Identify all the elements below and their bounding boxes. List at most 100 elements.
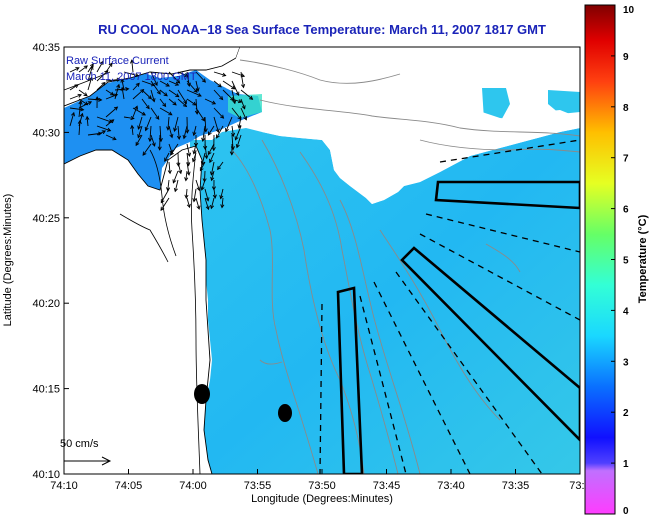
current-vector — [168, 71, 181, 84]
colorbar-ticks: 0 1 2 3 4 5 6 7 8 9 10 — [611, 4, 635, 517]
current-vector — [159, 80, 170, 87]
current-vector — [144, 116, 152, 132]
current-vector — [213, 71, 227, 77]
cloud-mask-top — [226, 47, 580, 108]
current-vector — [69, 107, 85, 112]
current-vector — [167, 161, 172, 175]
current-vector — [225, 116, 233, 133]
colorbar-tick-label: 5 — [623, 256, 629, 267]
current-vector — [168, 98, 177, 106]
x-tick-label: 73:40 — [437, 480, 465, 492]
current-vector — [191, 152, 197, 163]
current-vector — [123, 71, 140, 78]
land-new-jersey — [64, 145, 213, 474]
y-tick-label: 40:30 — [32, 127, 60, 139]
current-vector — [78, 89, 88, 97]
current-vector — [120, 78, 125, 91]
current-vector — [78, 100, 83, 118]
current-vector — [69, 111, 76, 127]
current-vector — [141, 89, 153, 100]
current-vector — [137, 125, 143, 139]
chart-title: RU COOL NOAA−18 Sea Surface Temperature:… — [98, 22, 546, 37]
current-vector — [204, 143, 209, 160]
current-vector — [150, 71, 158, 87]
sst-small-patch-3 — [548, 90, 580, 114]
current-vector — [192, 188, 197, 203]
current-vector — [77, 119, 82, 136]
current-vector — [105, 89, 115, 96]
radar-site-marker — [278, 404, 292, 422]
coastline-detail — [64, 71, 201, 474]
colorbar — [584, 4, 616, 515]
current-vector — [132, 105, 139, 118]
current-vector — [150, 107, 160, 120]
current-vector — [229, 143, 234, 156]
sst-field-north — [64, 70, 262, 190]
scale-arrow — [64, 456, 112, 466]
current-vector — [137, 116, 143, 130]
current-vector — [235, 134, 242, 149]
current-vector — [195, 80, 200, 92]
current-vector — [172, 170, 179, 184]
current-vector — [213, 107, 225, 119]
current-vector — [210, 197, 215, 210]
current-vector — [222, 89, 235, 102]
current-vector — [78, 65, 89, 73]
current-vector — [173, 179, 179, 193]
current-vector — [209, 152, 215, 164]
colorbar-tick-label: 0 — [623, 506, 629, 517]
current-vector — [184, 188, 189, 199]
current-vector — [105, 62, 113, 73]
y-tick-label: 40:15 — [32, 384, 60, 396]
current-vector — [192, 143, 197, 155]
current-vector — [220, 197, 225, 209]
current-vector — [212, 188, 217, 199]
current-vector — [216, 125, 224, 139]
scale-label: 50 cm/s — [60, 438, 99, 450]
current-vector — [132, 82, 140, 91]
current-vector — [159, 107, 173, 116]
current-vector — [186, 161, 191, 176]
current-vector — [231, 80, 240, 97]
current-vector — [135, 134, 143, 147]
current-vector — [148, 125, 153, 143]
surface-current-vectors — [69, 59, 254, 212]
current-vector — [186, 143, 192, 158]
study-boxes — [336, 180, 580, 474]
current-vector — [213, 116, 220, 134]
x-axis-label: Longitude (Degrees:Minutes) — [251, 493, 393, 505]
current-vector — [87, 65, 94, 82]
colorbar-label: Temperature (°C) — [637, 214, 649, 303]
dashed-transects — [319, 139, 580, 474]
current-vector — [182, 125, 188, 140]
current-vector — [159, 98, 167, 108]
y-tick-label: 40:20 — [32, 298, 60, 310]
current-vector — [204, 98, 217, 105]
current-vector — [105, 106, 119, 118]
current-vector — [69, 93, 82, 100]
current-vector — [195, 107, 206, 122]
current-vector — [213, 89, 224, 101]
current-vector — [105, 134, 117, 141]
current-vector — [199, 161, 206, 172]
current-vector — [87, 76, 93, 91]
colorbar-tick-label: 1 — [623, 459, 629, 470]
x-tick-label: 74:00 — [179, 480, 207, 492]
bathymetry-contours — [231, 59, 580, 474]
y-tick-label: 40:35 — [32, 42, 60, 54]
current-vector — [195, 197, 201, 210]
current-vector — [240, 107, 248, 121]
current-vector — [222, 80, 236, 90]
colorbar-tick-label: 6 — [623, 205, 629, 216]
current-vector — [231, 98, 243, 104]
y-axis-label: Latitude (Degrees:Minutes) — [2, 194, 14, 327]
current-vector — [168, 80, 180, 86]
current-vector — [130, 59, 135, 73]
current-vector — [240, 71, 246, 89]
current-vector — [195, 179, 201, 192]
current-vector — [132, 88, 145, 100]
y-tick-label: 40:10 — [32, 469, 60, 481]
current-vector — [96, 60, 104, 73]
x-tick-label: 74:10 — [50, 480, 78, 492]
current-vector — [159, 89, 168, 97]
